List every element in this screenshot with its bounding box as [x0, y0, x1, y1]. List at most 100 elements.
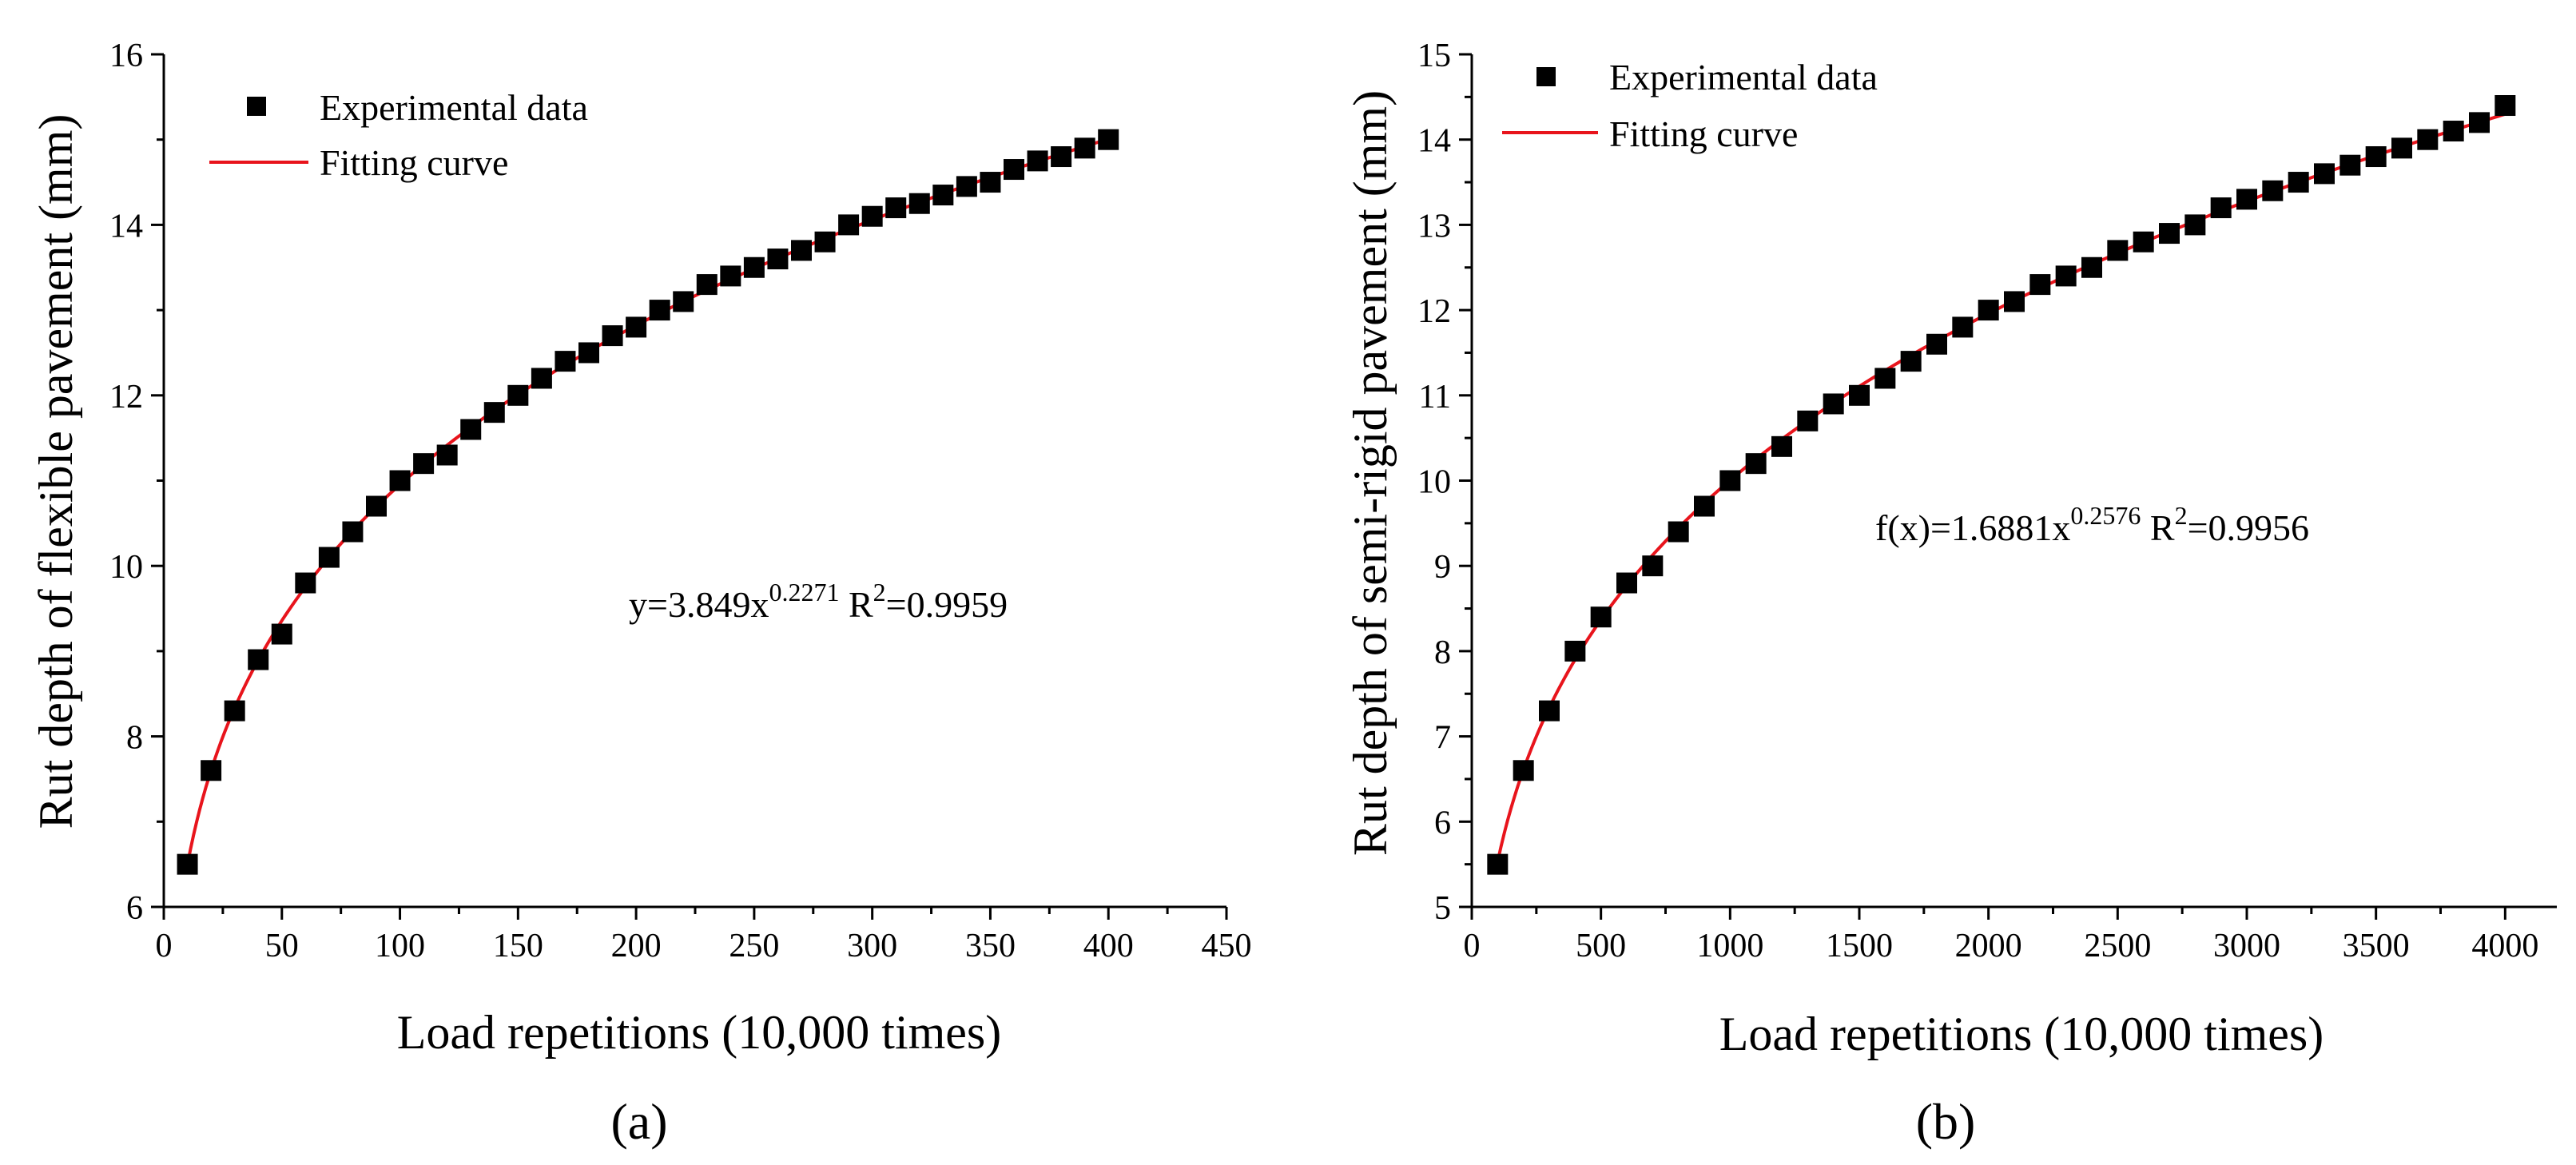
- x-tick-label-b: 3500: [2343, 928, 2410, 964]
- data-point-a: [791, 240, 812, 261]
- x-tick-label-b: 3000: [2213, 928, 2280, 964]
- fitting-curve-a: [185, 137, 1109, 865]
- x-axis-title-b: Load repetitions (10,000 times): [1719, 1008, 2324, 1060]
- data-point-b: [1823, 393, 1844, 415]
- data-point-b: [2391, 137, 2412, 159]
- x-tick-label-a: 100: [375, 928, 425, 964]
- data-point-a: [389, 470, 411, 491]
- equation-a-r-sup: 2: [873, 578, 886, 606]
- data-point-b: [1513, 760, 1534, 781]
- x-tick-label-a: 350: [965, 928, 1016, 964]
- data-point-a: [201, 760, 222, 781]
- data-point-b: [1874, 368, 1896, 389]
- data-point-a: [649, 300, 670, 321]
- equation-a-exponent: 0.2271: [769, 578, 839, 606]
- data-point-a: [224, 700, 245, 722]
- data-point-b: [2443, 121, 2464, 142]
- x-tick-label-a: 200: [611, 928, 662, 964]
- data-point-a: [318, 547, 340, 568]
- data-point-a: [531, 368, 552, 389]
- x-tick-label-a: 250: [729, 928, 779, 964]
- legend-marker-scatter-a: [247, 97, 266, 116]
- data-point-b: [1564, 640, 1586, 662]
- equation-a-r: R: [839, 584, 873, 625]
- equation-b-r: R: [2141, 507, 2175, 548]
- data-point-b: [2495, 95, 2516, 117]
- x-tick-label-a: 0: [156, 928, 173, 964]
- data-point-a: [673, 291, 694, 312]
- data-point-a: [861, 205, 883, 227]
- data-point-a: [1051, 146, 1072, 168]
- data-point-a: [578, 342, 599, 364]
- x-tick-label-b: 1000: [1696, 928, 1763, 964]
- data-point-b: [1978, 300, 1999, 321]
- equation-b-r-value: =0.9956: [2188, 507, 2309, 548]
- data-point-a: [814, 231, 836, 252]
- data-point-b: [2004, 291, 2025, 312]
- data-point-a: [720, 265, 741, 287]
- data-point-b: [2236, 189, 2257, 210]
- data-point-b: [2184, 214, 2206, 236]
- x-tick-label-a: 150: [493, 928, 543, 964]
- equation-a: y=3.849x0.2271 R2=0.9959: [629, 578, 1008, 625]
- data-point-a: [1027, 150, 1048, 172]
- y-tick-label-b: 6: [1434, 805, 1451, 841]
- data-point-a: [696, 274, 718, 296]
- data-point-b: [1694, 495, 1715, 517]
- x-tick-label-a: 300: [847, 928, 897, 964]
- data-point-a: [413, 453, 435, 475]
- x-tick-label-b: 2000: [1955, 928, 2022, 964]
- data-point-b: [2417, 129, 2439, 150]
- x-tick-label-b: 1500: [1826, 928, 1893, 964]
- data-point-b: [2107, 240, 2129, 261]
- equation-b-prefix: f(x)=1.6881x: [1875, 507, 2070, 548]
- fitting-curve-b: [1496, 112, 2506, 863]
- legend-label-line-b: Fitting curve: [1609, 113, 1798, 154]
- equation-a-prefix: y=3.849x: [629, 584, 769, 625]
- data-point-b: [2365, 146, 2387, 168]
- data-point-b: [1797, 410, 1819, 431]
- y-tick-label-b: 7: [1434, 720, 1451, 757]
- data-point-a: [342, 521, 364, 543]
- x-tick-label-b: 0: [1464, 928, 1481, 964]
- y-tick-label-b: 10: [1417, 464, 1451, 501]
- x-tick-label-b: 4000: [2471, 928, 2538, 964]
- data-point-a: [980, 172, 1001, 193]
- y-tick-label-b: 5: [1434, 890, 1451, 927]
- data-point-b: [1616, 572, 1637, 594]
- y-tick-label-b: 15: [1417, 38, 1451, 74]
- y-tick-label-b: 11: [1419, 379, 1451, 416]
- data-point-a: [460, 419, 482, 440]
- y-tick-label-a: 6: [126, 890, 143, 927]
- data-point-b: [2339, 154, 2361, 176]
- data-point-a: [555, 351, 576, 372]
- x-axis-title-a: Load repetitions (10,000 times): [397, 1006, 1002, 1059]
- legend-a: Experimental data Fitting curve: [209, 87, 588, 183]
- data-point-a: [1004, 159, 1024, 181]
- data-point-a: [1098, 129, 1119, 150]
- data-point-b: [2081, 256, 2102, 278]
- data-point-a: [885, 197, 907, 219]
- data-point-a: [271, 623, 292, 645]
- data-point-a: [908, 193, 930, 214]
- x-tick-label-b: 500: [1576, 928, 1626, 964]
- data-point-a: [932, 185, 954, 206]
- y-tick-label-a: 8: [126, 720, 143, 757]
- y-axis-title-a: Rut depth of flexible pavement (mm): [30, 114, 82, 829]
- y-tick-label-b: 8: [1434, 634, 1451, 671]
- data-point-b: [1849, 384, 1870, 406]
- data-point-b: [1487, 853, 1509, 875]
- data-point-b: [2288, 172, 2309, 193]
- data-point-b: [2029, 274, 2051, 296]
- data-point-b: [1771, 435, 1792, 457]
- data-point-a: [295, 572, 316, 594]
- y-tick-label-a: 10: [109, 549, 143, 586]
- data-point-a: [483, 402, 505, 423]
- y-tick-label-b: 12: [1417, 293, 1451, 330]
- y-tick-label-b: 14: [1417, 123, 1451, 160]
- panel-label-b: (b): [1916, 1093, 1976, 1150]
- data-point-a: [767, 249, 789, 270]
- data-point-a: [1074, 137, 1095, 159]
- legend-b: Experimental data Fitting curve: [1502, 57, 1878, 154]
- legend-marker-scatter-b: [1536, 67, 1556, 86]
